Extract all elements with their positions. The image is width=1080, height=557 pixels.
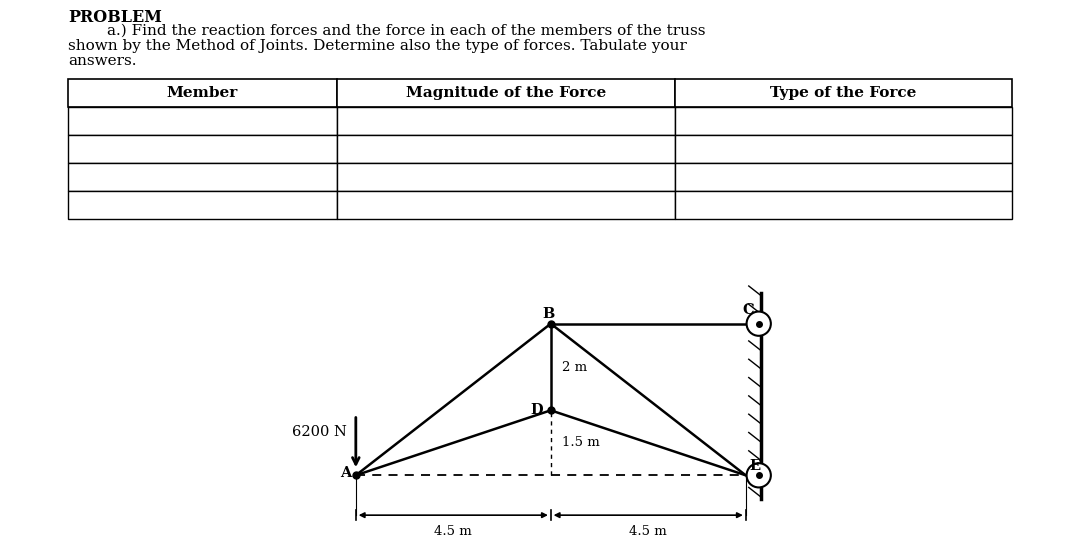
- Bar: [337, 163, 675, 191]
- Text: D: D: [530, 403, 543, 417]
- Circle shape: [746, 311, 771, 336]
- Bar: [68, 191, 337, 219]
- Bar: [337, 107, 675, 135]
- Text: PROBLEM: PROBLEM: [68, 9, 162, 26]
- Text: Magnitude of the Force: Magnitude of the Force: [406, 86, 606, 100]
- Text: 4.5 m: 4.5 m: [630, 525, 667, 538]
- Bar: [68, 135, 337, 163]
- Bar: [68, 79, 337, 107]
- Bar: [675, 107, 1012, 135]
- Text: a.) Find the reaction forces and the force in each of the members of the truss: a.) Find the reaction forces and the for…: [68, 24, 705, 38]
- Text: C: C: [742, 303, 754, 317]
- Text: answers.: answers.: [68, 54, 136, 68]
- Text: 2 m: 2 m: [562, 360, 586, 374]
- Text: shown by the Method of Joints. Determine also the type of forces. Tabulate your: shown by the Method of Joints. Determine…: [68, 39, 687, 53]
- Text: Type of the Force: Type of the Force: [770, 86, 917, 100]
- Bar: [68, 163, 337, 191]
- Text: 6200 N: 6200 N: [292, 425, 347, 439]
- Bar: [675, 163, 1012, 191]
- Text: 4.5 m: 4.5 m: [434, 525, 472, 538]
- Text: Member: Member: [167, 86, 239, 100]
- Bar: [337, 135, 675, 163]
- Text: 1.5 m: 1.5 m: [562, 436, 599, 449]
- Text: B: B: [542, 307, 555, 321]
- Bar: [68, 107, 337, 135]
- Bar: [337, 191, 675, 219]
- Text: A: A: [340, 466, 352, 480]
- Text: E: E: [750, 459, 760, 473]
- Bar: [675, 79, 1012, 107]
- Bar: [675, 135, 1012, 163]
- Bar: [675, 191, 1012, 219]
- Circle shape: [746, 463, 771, 487]
- Bar: [337, 79, 675, 107]
